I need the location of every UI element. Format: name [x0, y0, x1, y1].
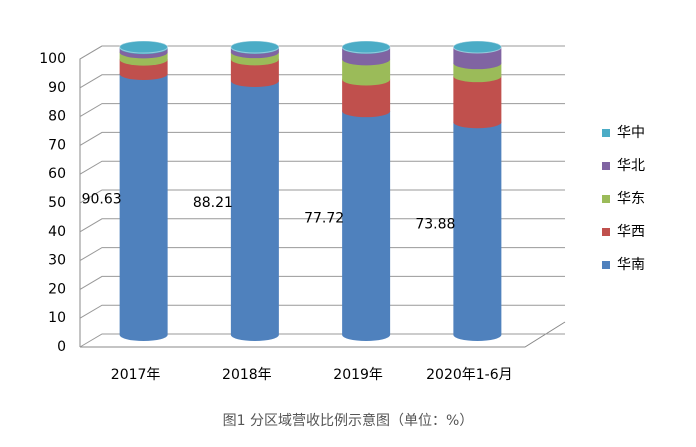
y-tick-label: 40: [48, 224, 66, 240]
legend-swatch: [602, 129, 610, 137]
cylinder-top: [452, 40, 502, 54]
x-tick-label: 2017年: [111, 367, 161, 383]
y-tick-label: 90: [48, 80, 66, 96]
grid-line: [79, 74, 565, 89]
chart-title: 图1 分区域营收比例示意图（单位：%）: [223, 412, 474, 429]
cylinder-top: [341, 40, 391, 54]
grid-line: [79, 160, 565, 175]
legend-label: 华西: [617, 224, 645, 240]
floor: [80, 321, 566, 348]
x-tick-label: 2019年: [333, 367, 383, 383]
y-tick-label: 70: [48, 137, 66, 153]
grid-line: [79, 275, 565, 290]
grid-line: [79, 218, 565, 233]
legend-swatch: [602, 228, 610, 236]
cylinder-segment: [230, 74, 279, 341]
grid-line: [79, 131, 565, 146]
data-label: 90.63: [82, 191, 122, 207]
x-tick-label: 2018年: [222, 367, 272, 383]
legend-label: 华北: [617, 158, 645, 174]
x-tick-label: 2020年1-6月: [426, 367, 513, 383]
data-label: 77.72: [304, 211, 344, 227]
grid-line: [79, 103, 565, 118]
y-tick-label: 30: [48, 253, 66, 269]
legend-swatch: [602, 261, 610, 269]
grid-line: [79, 304, 565, 319]
legend-swatch: [602, 195, 610, 203]
y-tick-label: 20: [48, 281, 66, 297]
data-label: 88.21: [193, 195, 233, 211]
legend-label: 华中: [617, 125, 645, 141]
grid-line: [79, 189, 565, 204]
y-tick-label: 60: [48, 166, 66, 182]
legend-swatch: [602, 162, 610, 170]
cylinder-segment: [453, 116, 502, 341]
cylinder-segment: [342, 105, 391, 341]
data-label: 73.88: [415, 216, 455, 232]
y-tick-label: 10: [48, 310, 66, 326]
grid-line: [79, 247, 565, 262]
cylinder-segment: [453, 70, 502, 129]
y-tick-label: 50: [48, 195, 66, 211]
cylinder-segment: [119, 67, 168, 342]
cylinder-top: [230, 40, 280, 54]
legend-label: 华南: [617, 257, 645, 273]
grid-line: [79, 333, 565, 348]
y-tick-label: 80: [48, 109, 66, 125]
y-tick-label: 100: [39, 51, 66, 67]
grid-line: [79, 45, 565, 60]
y-tick-label: 0: [57, 339, 66, 355]
legend-label: 华东: [617, 191, 645, 207]
cylinder-top: [119, 40, 169, 54]
